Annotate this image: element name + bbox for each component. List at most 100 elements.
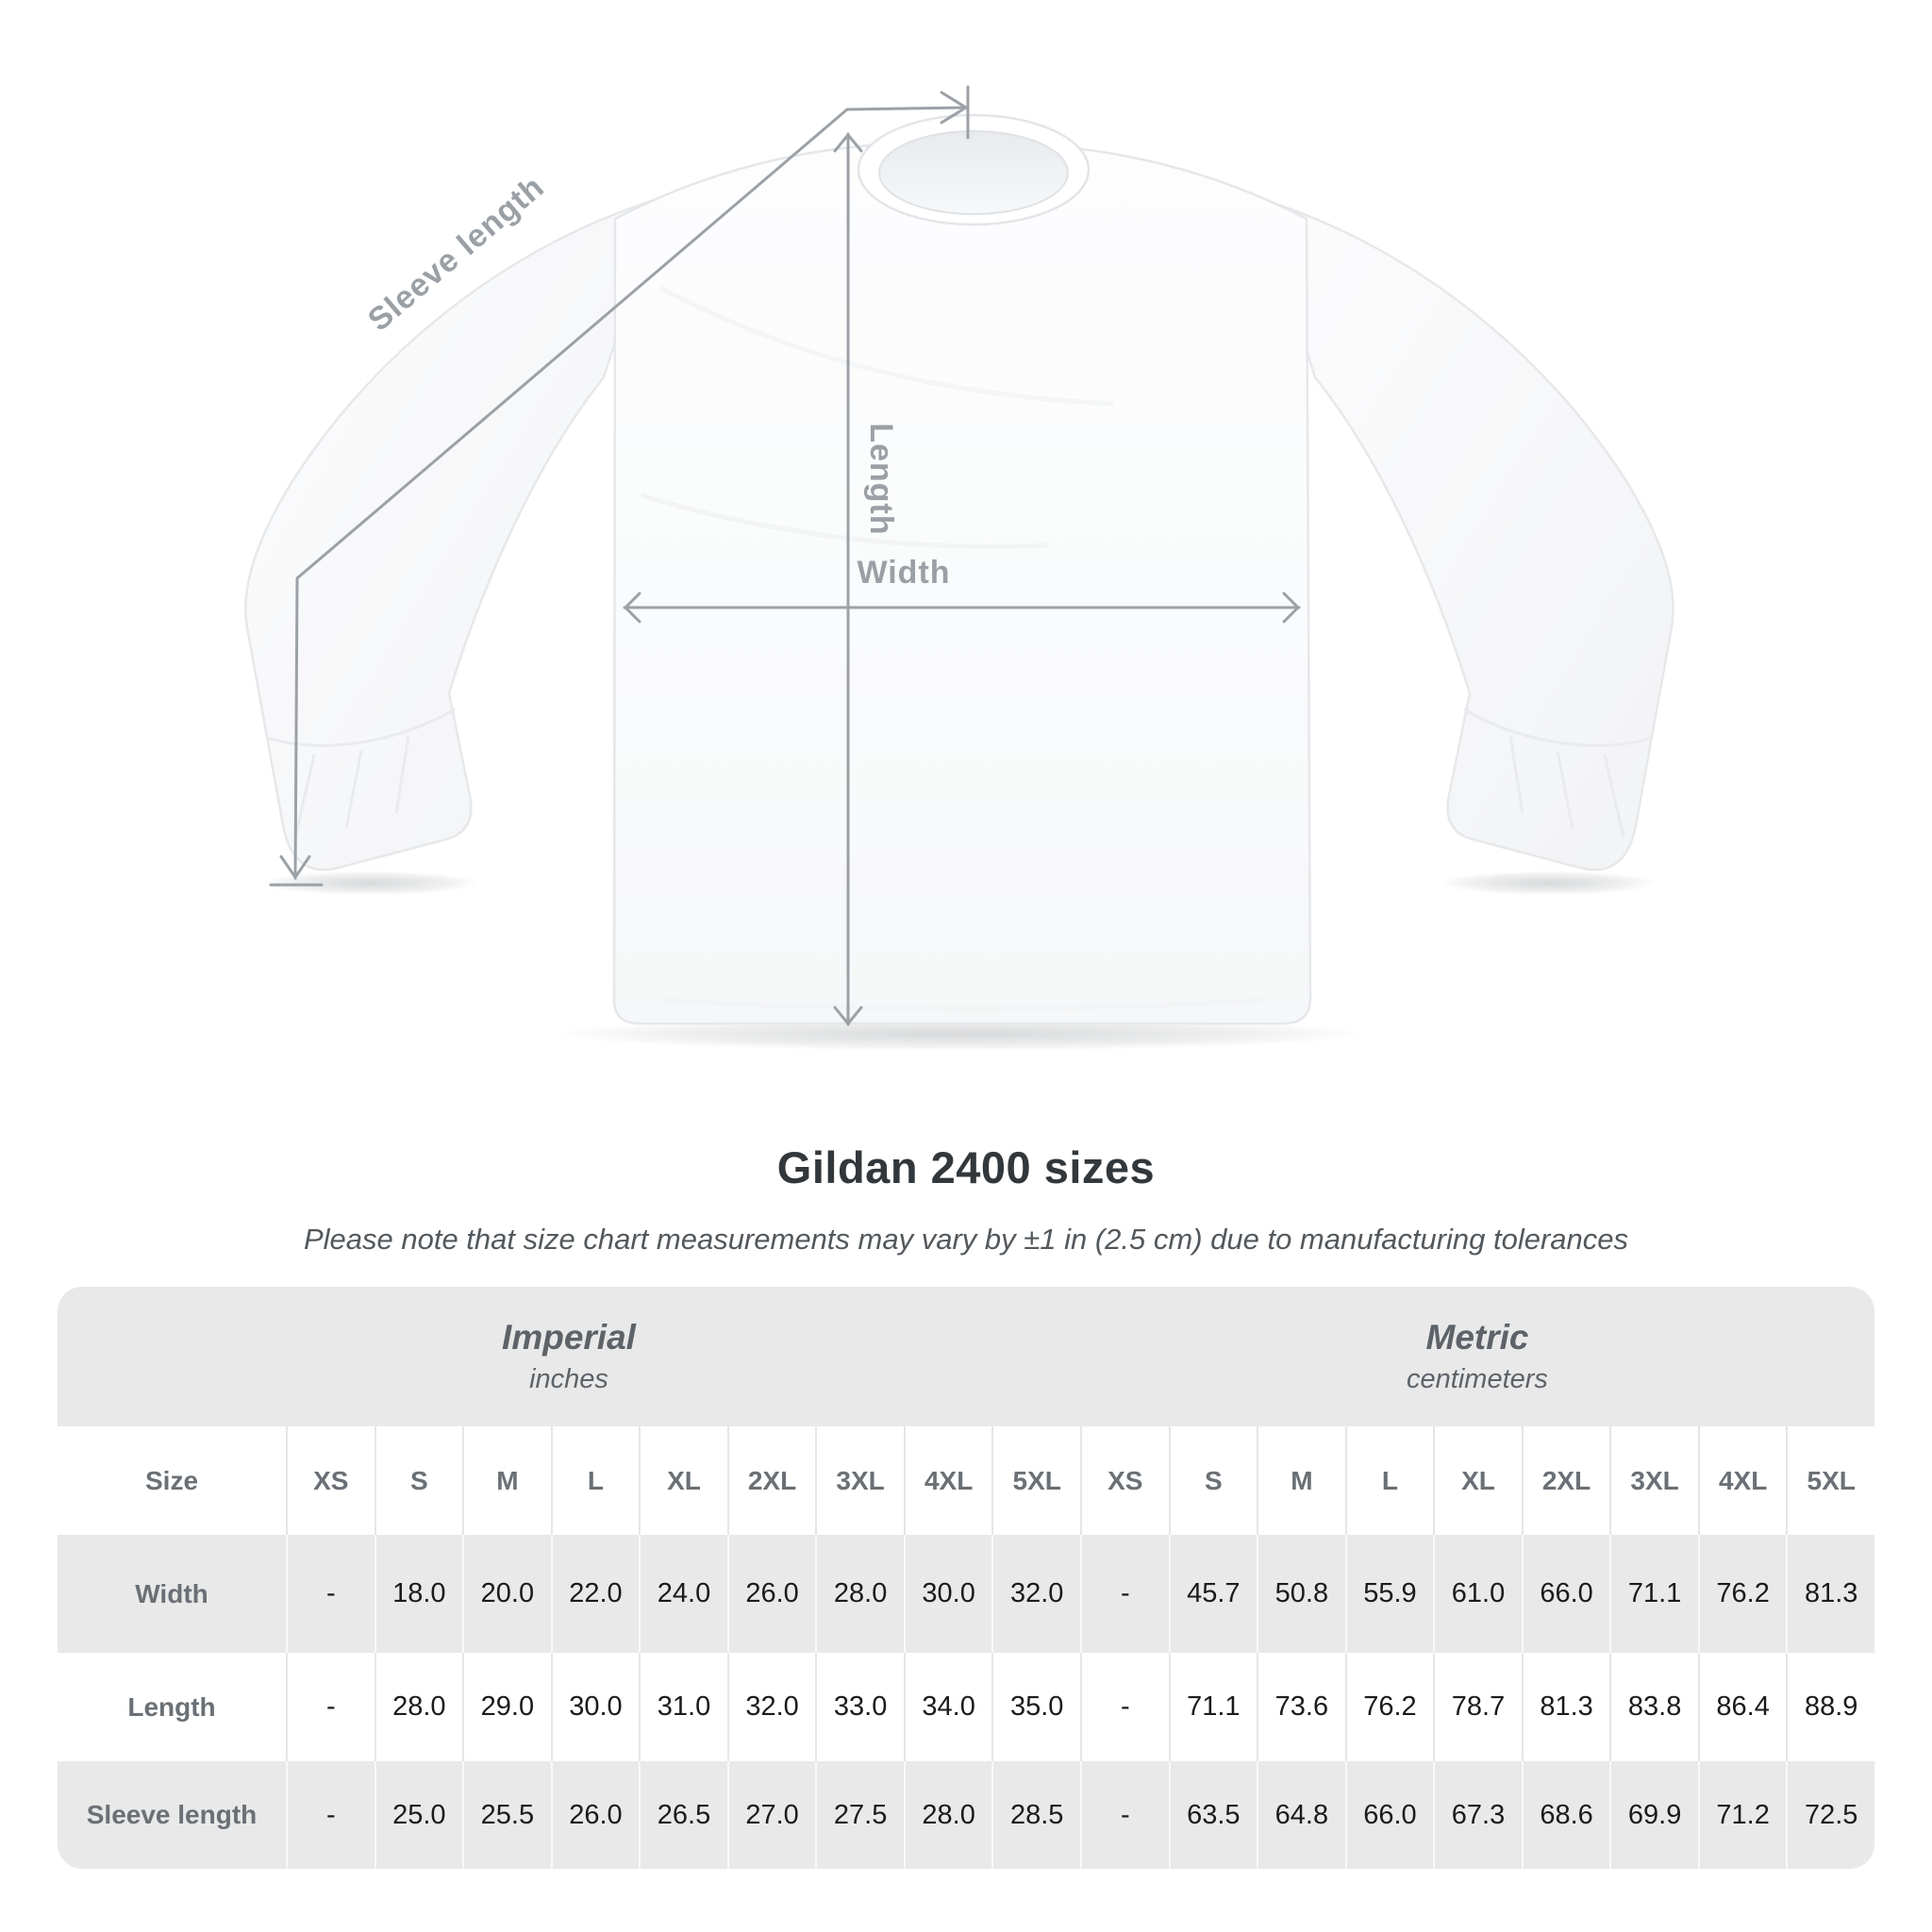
size-header-label: Size xyxy=(144,1465,199,1495)
imperial-group-unit: inches xyxy=(529,1364,608,1394)
size-header-row: Size XS S M L XL 2XL 3XL 4XL 5XL XS S M … xyxy=(58,1426,1874,1535)
size-col-header: M xyxy=(1257,1426,1345,1535)
table-row-width: Width - 18.0 20.0 22.0 24.0 26.0 28.0 30… xyxy=(58,1535,1874,1653)
value-cell: 86.4 xyxy=(1697,1653,1787,1761)
value-cell: 30.0 xyxy=(903,1535,992,1653)
row-label: Length xyxy=(127,1691,216,1722)
value-cell: 26.0 xyxy=(726,1535,816,1653)
value-cell: 28.0 xyxy=(815,1535,904,1653)
value-cell: 63.5 xyxy=(1168,1761,1257,1869)
value-cell: 20.0 xyxy=(462,1535,551,1653)
row-label: Sleeve length xyxy=(86,1800,258,1829)
value-cell: 83.8 xyxy=(1609,1653,1698,1761)
value-cell: 71.1 xyxy=(1168,1653,1257,1761)
value-cell: 33.0 xyxy=(815,1653,904,1761)
size-col-header: L xyxy=(1344,1426,1434,1535)
metric-group-unit: centimeters xyxy=(1407,1364,1548,1394)
value-cell: - xyxy=(1080,1761,1169,1869)
value-cell: 26.0 xyxy=(550,1761,640,1869)
value-cell: 22.0 xyxy=(550,1535,640,1653)
page-subtitle: Please note that size chart measurements… xyxy=(303,1223,1629,1256)
size-chart-table: Imperial inches Metric centimeters Size … xyxy=(58,1287,1874,1869)
length-arrow xyxy=(833,132,863,1026)
table-row-length: Length - 28.0 29.0 30.0 31.0 32.0 33.0 3… xyxy=(58,1653,1874,1761)
size-col-header: 2XL xyxy=(726,1426,816,1535)
value-cell: 68.6 xyxy=(1521,1761,1610,1869)
value-cell: 88.9 xyxy=(1786,1653,1874,1761)
shirt-illustration: Sleeve length Length Width xyxy=(244,85,1674,1051)
size-col-header: XL xyxy=(639,1426,727,1535)
width-label: Width xyxy=(857,555,950,591)
size-col-header: XL xyxy=(1433,1426,1522,1535)
value-cell: 31.0 xyxy=(639,1653,727,1761)
size-col-header: L xyxy=(550,1426,640,1535)
value-cell: - xyxy=(1080,1653,1169,1761)
value-cell: 29.0 xyxy=(462,1653,551,1761)
value-cell: 76.2 xyxy=(1344,1653,1434,1761)
size-col-header: S xyxy=(374,1426,463,1535)
size-col-header: 3XL xyxy=(1609,1426,1698,1535)
value-cell: 50.8 xyxy=(1257,1535,1345,1653)
metric-group: Metric centimeters xyxy=(1080,1287,1874,1426)
value-cell: 28.0 xyxy=(374,1653,463,1761)
sleeve-length-arrow xyxy=(269,85,970,887)
value-cell: - xyxy=(286,1761,375,1869)
value-cell: - xyxy=(286,1653,375,1761)
value-cell: 55.9 xyxy=(1344,1535,1434,1653)
value-cell: 28.0 xyxy=(903,1761,992,1869)
value-cell: 35.0 xyxy=(991,1653,1080,1761)
shirt-torso xyxy=(612,140,1312,1025)
value-cell: 32.0 xyxy=(991,1535,1080,1653)
table-row-sleeve-length: Sleeve length - 25.0 25.5 26.0 26.5 27.0… xyxy=(58,1761,1874,1869)
value-cell: 34.0 xyxy=(903,1653,992,1761)
shirt-shadow xyxy=(261,871,1657,1051)
length-label: Length xyxy=(863,423,899,535)
value-cell: 76.2 xyxy=(1697,1535,1787,1653)
value-cell: 25.0 xyxy=(374,1761,463,1869)
value-cell: 67.3 xyxy=(1433,1761,1522,1869)
value-cell: 18.0 xyxy=(374,1535,463,1653)
value-cell: 69.9 xyxy=(1609,1761,1698,1869)
shirt-sleeves xyxy=(244,196,1674,872)
value-cell: 66.0 xyxy=(1344,1761,1434,1869)
size-col-header: XS xyxy=(1080,1426,1169,1535)
size-col-header: XS xyxy=(286,1426,375,1535)
size-col-header: 2XL xyxy=(1521,1426,1610,1535)
value-cell: - xyxy=(286,1535,375,1653)
value-cell: 24.0 xyxy=(639,1535,727,1653)
value-cell: 72.5 xyxy=(1786,1761,1874,1869)
size-col-header: 4XL xyxy=(1697,1426,1787,1535)
page-title: Gildan 2400 sizes xyxy=(776,1142,1156,1192)
row-label: Width xyxy=(135,1578,208,1608)
value-cell: 30.0 xyxy=(550,1653,640,1761)
size-col-header: 3XL xyxy=(815,1426,904,1535)
value-cell: 81.3 xyxy=(1521,1653,1610,1761)
unit-group-header: Imperial inches Metric centimeters xyxy=(58,1287,1874,1426)
imperial-group-name: Imperial xyxy=(502,1318,636,1357)
size-col-header: S xyxy=(1168,1426,1257,1535)
imperial-group: Imperial inches xyxy=(58,1287,1080,1426)
size-col-header: 5XL xyxy=(1786,1426,1874,1535)
value-cell: 64.8 xyxy=(1257,1761,1345,1869)
value-cell: 28.5 xyxy=(991,1761,1080,1869)
value-cell: 27.0 xyxy=(726,1761,816,1869)
value-cell: 45.7 xyxy=(1168,1535,1257,1653)
value-cell: 27.5 xyxy=(815,1761,904,1869)
value-cell: 78.7 xyxy=(1433,1653,1522,1761)
value-cell: 71.1 xyxy=(1609,1535,1698,1653)
value-cell: 81.3 xyxy=(1786,1535,1874,1653)
value-cell: 73.6 xyxy=(1257,1653,1345,1761)
size-col-header: 4XL xyxy=(903,1426,992,1535)
value-cell: 66.0 xyxy=(1521,1535,1610,1653)
value-cell: 25.5 xyxy=(462,1761,551,1869)
value-cell: 32.0 xyxy=(726,1653,816,1761)
value-cell: 26.5 xyxy=(639,1761,727,1869)
value-cell: 61.0 xyxy=(1433,1535,1522,1653)
width-arrow xyxy=(623,591,1301,624)
value-cell: - xyxy=(1080,1535,1169,1653)
metric-group-name: Metric xyxy=(1425,1318,1529,1357)
size-col-header: M xyxy=(462,1426,551,1535)
size-col-header: 5XL xyxy=(991,1426,1080,1535)
shirt-collar xyxy=(857,113,1091,226)
value-cell: 71.2 xyxy=(1697,1761,1787,1869)
